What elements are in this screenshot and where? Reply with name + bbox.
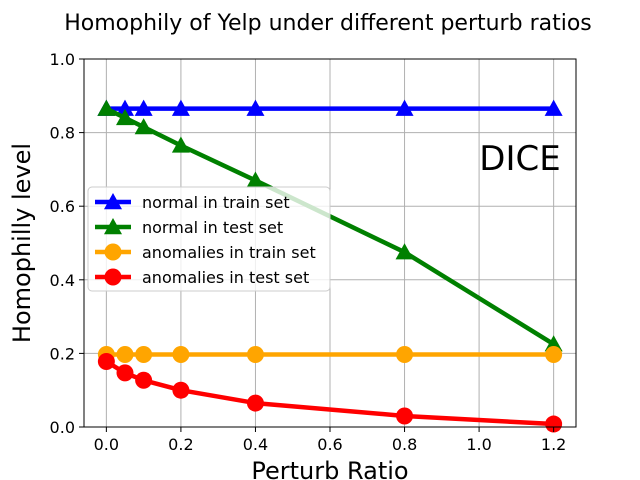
- legend-marker: [104, 243, 122, 261]
- data-point: [97, 352, 115, 370]
- data-point: [395, 243, 414, 260]
- x-tick-label: 1.0: [466, 435, 491, 454]
- x-tick-label: 0.0: [94, 435, 119, 454]
- legend-marker: [104, 268, 122, 286]
- y-tick-label: 0.4: [50, 271, 75, 290]
- legend-box: [87, 186, 331, 292]
- data-point: [246, 171, 265, 188]
- data-point: [116, 364, 134, 382]
- data-point: [171, 99, 190, 116]
- legend-label: normal in test set: [142, 218, 283, 237]
- data-point: [396, 407, 414, 425]
- data-point: [246, 99, 265, 116]
- y-tick-label: 0.8: [50, 124, 75, 143]
- series-layer: [97, 99, 563, 433]
- legend-marker: [104, 193, 122, 210]
- series-4: [97, 352, 563, 433]
- data-point: [544, 99, 563, 116]
- x-axis: 0.0 0.2 0.4 0.6 0.8 1.0 1.2: [94, 427, 566, 454]
- legend-marker: [104, 218, 122, 235]
- y-tick-label: 0.2: [50, 344, 75, 363]
- data-point: [134, 99, 153, 116]
- legend-entry: anomalies in test set: [95, 268, 309, 287]
- data-point: [545, 415, 563, 433]
- legend: normal in train set normal in test set ano…: [87, 186, 331, 292]
- data-point: [97, 99, 116, 116]
- data-point: [116, 346, 134, 364]
- legend-entry: normal in test set: [95, 218, 283, 237]
- data-point: [395, 99, 414, 116]
- y-axis: 0.0 0.2 0.4 0.6 0.8 1.0: [50, 50, 84, 437]
- data-point: [135, 371, 153, 389]
- legend-label: anomalies in test set: [142, 268, 309, 287]
- y-tick-label: 0.0: [50, 418, 75, 437]
- data-point: [171, 136, 190, 153]
- y-tick-label: 0.6: [50, 197, 75, 216]
- data-point: [545, 346, 563, 364]
- data-point: [116, 99, 134, 116]
- legend-label: normal in train set: [142, 193, 290, 212]
- y-tick-label: 1.0: [50, 50, 75, 69]
- data-point: [116, 108, 134, 126]
- data-point: [172, 346, 190, 364]
- x-tick-label: 0.6: [317, 435, 342, 454]
- data-point: [246, 394, 264, 412]
- data-point: [172, 381, 190, 399]
- x-tick-label: 0.4: [243, 435, 268, 454]
- dice-annotation: DICE: [479, 139, 560, 179]
- x-tick-label: 0.8: [392, 435, 417, 454]
- x-tick-label: 1.2: [541, 435, 566, 454]
- x-axis-title: Perturb Ratio: [251, 457, 408, 480]
- legend-entry: normal in train set: [95, 193, 290, 212]
- data-point: [246, 346, 264, 364]
- x-tick-label: 0.2: [168, 435, 193, 454]
- data-point: [134, 118, 153, 135]
- data-point: [135, 346, 153, 364]
- legend-label: anomalies in train set: [142, 243, 316, 262]
- y-axis-title: Homophilly level: [8, 143, 36, 343]
- data-point: [396, 346, 414, 364]
- chart-title: Homophily of Yelp under different pertur…: [64, 11, 592, 36]
- legend-entry: anomalies in train set: [95, 243, 316, 262]
